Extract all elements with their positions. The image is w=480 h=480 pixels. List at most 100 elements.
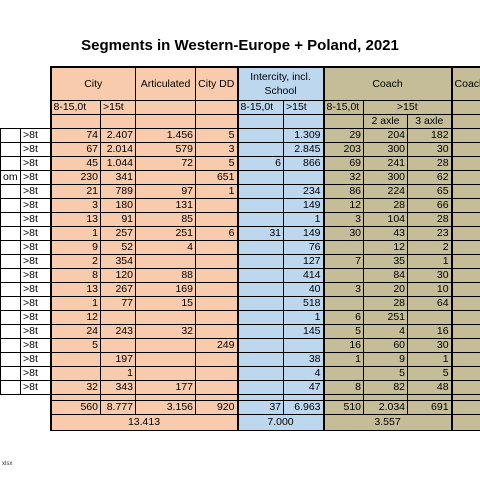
cell: 5: [195, 156, 238, 171]
cell: [236, 142, 284, 157]
cell: 64: [407, 296, 453, 311]
cell: [236, 380, 284, 395]
data-row: >8t 74 2.407 1.456 5 1.309 29 204 182: [0, 128, 480, 143]
data-row: >8t 45 1.044 72 5 6 866 69 241 28: [0, 156, 480, 171]
cell: 74: [49, 128, 101, 143]
cell: [195, 282, 238, 297]
cell: 145: [282, 324, 325, 339]
cell: 7: [322, 254, 365, 269]
cell: [135, 338, 196, 353]
cell: >8t: [20, 296, 51, 311]
cell: 67: [49, 142, 101, 157]
cell: 24: [49, 324, 101, 339]
cell: 251: [363, 310, 409, 325]
cell: 510: [322, 400, 365, 415]
cell: [0, 128, 21, 143]
cell: 203: [322, 142, 365, 157]
empty-cell: [450, 380, 480, 395]
cell: 2.407: [100, 128, 136, 143]
cell: 1: [195, 184, 238, 199]
data-row: >8t 67 2.014 579 3 2.845 203 300 30: [0, 142, 480, 157]
cell: 1.456: [135, 128, 196, 143]
cell: [236, 184, 284, 199]
cell: [236, 254, 284, 269]
cell: 182: [407, 128, 453, 143]
header-cell: Articulated: [135, 66, 196, 101]
cell: [236, 324, 284, 339]
cell: 16: [407, 324, 453, 339]
data-row: >8t 9 52 4 76 12 2: [0, 240, 480, 255]
cell: 2.034: [363, 400, 409, 415]
cell: [195, 198, 238, 213]
cell: [195, 254, 238, 269]
cell: [0, 366, 21, 381]
cell: 10: [407, 282, 453, 297]
cell: 84: [363, 268, 409, 283]
title: Segments in Western-Europe + Poland, 202…: [81, 37, 399, 54]
cell: 86: [322, 184, 365, 199]
cell: [195, 114, 238, 129]
empty-cell: [450, 414, 480, 431]
cell: >8t: [20, 240, 51, 255]
cell: 1: [282, 310, 325, 325]
cell: [195, 240, 238, 255]
data-row: >8t 24 243 32 145 5 4 16: [0, 324, 480, 339]
empty-cell: [450, 324, 480, 339]
cell: 560: [49, 400, 101, 415]
header-cell: 3 axle: [407, 114, 453, 129]
segments-table: City Articulated City DD Intercity, incl…: [0, 66, 480, 431]
cell: [236, 240, 284, 255]
empty-cell: [450, 156, 480, 171]
cell: 20: [363, 282, 409, 297]
empty-cell: [0, 394, 21, 401]
header-row: 2 axle 3 axle: [0, 114, 480, 129]
cell: [135, 352, 196, 367]
cell: 62: [407, 170, 453, 185]
empty-cell: [450, 142, 480, 157]
data-row: >8t 13 91 85 1 3 104 28: [0, 212, 480, 227]
cell: [236, 338, 284, 353]
cell: >8t: [20, 352, 51, 367]
cell: >8t: [20, 128, 51, 143]
cell: >8t: [20, 142, 51, 157]
header-cell: 2 axle: [363, 114, 409, 129]
cell: >8t: [20, 310, 51, 325]
empty-cell: [450, 254, 480, 269]
cell: [236, 212, 284, 227]
empty-cell: [450, 310, 480, 325]
data-row: om >8t 230 341 651 32 300 62: [0, 170, 480, 185]
data-row: >8t 1 4 5 5: [0, 366, 480, 381]
cell: 48: [407, 380, 453, 395]
cell: 131: [135, 198, 196, 213]
cell: 13.413: [49, 414, 238, 431]
empty-cell: [20, 394, 51, 401]
cell: 9: [363, 352, 409, 367]
cell: 251: [135, 226, 196, 241]
cell: 6: [322, 310, 365, 325]
cell: 651: [195, 170, 238, 185]
cell: 1: [49, 296, 101, 311]
cell: [0, 240, 21, 255]
data-row: >8t 32 343 177 47 8 82 48: [0, 380, 480, 395]
data-row: >8t 21 789 97 1 234 86 224 65: [0, 184, 480, 199]
header-cell: City: [49, 66, 136, 101]
cell: [20, 67, 51, 101]
data-row: >8t 12 1 6 251: [0, 310, 480, 325]
cell: 1.044: [100, 156, 136, 171]
cell: 28: [407, 156, 453, 171]
cell: [0, 352, 21, 367]
cell: 230: [49, 170, 101, 185]
cell: >8t: [20, 366, 51, 381]
cell: [236, 198, 284, 213]
cell: [236, 170, 284, 185]
cell: [322, 240, 365, 255]
cell: 72: [135, 156, 196, 171]
cell: [0, 254, 21, 269]
cell: 30: [407, 268, 453, 283]
cell: [407, 310, 453, 325]
cell: 82: [363, 380, 409, 395]
cell: 7.000: [236, 414, 325, 431]
cell: 5: [49, 338, 101, 353]
cell: [236, 352, 284, 367]
